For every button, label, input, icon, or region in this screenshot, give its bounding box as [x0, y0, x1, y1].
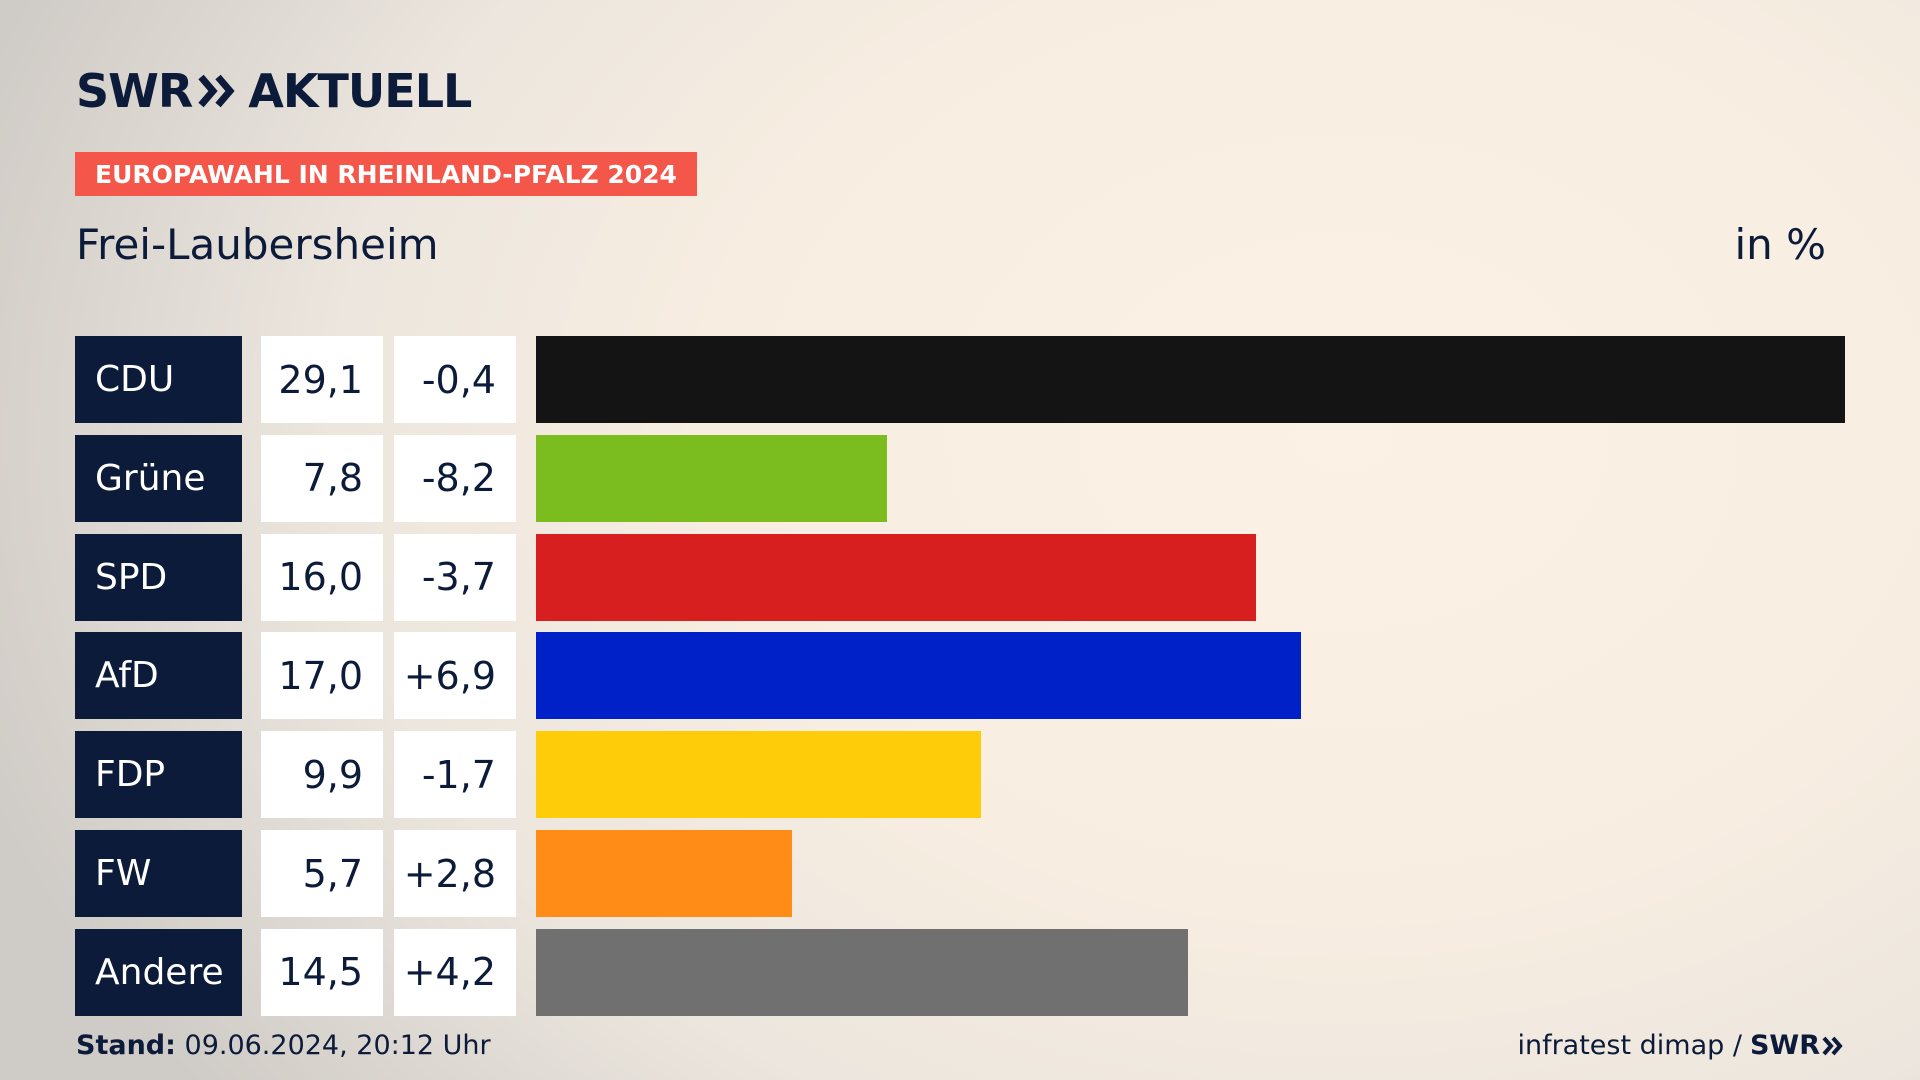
party-label: AfD	[75, 632, 242, 720]
source-swr-text: SWR	[1749, 1030, 1820, 1061]
stand-value: 09.06.2024, 20:12 Uhr	[184, 1030, 491, 1061]
party-label: FDP	[75, 731, 242, 819]
source-swr-logo: SWR	[1750, 1030, 1844, 1061]
value-label: 9,9	[261, 731, 383, 819]
change-label: -8,2	[394, 434, 516, 522]
source-text: infratest dimap /	[1517, 1030, 1742, 1061]
party-label: SPD	[75, 533, 242, 621]
place-title: Frei-Laubersheim	[76, 220, 439, 269]
change-label: +2,8	[394, 830, 516, 917]
stand-label: Stand:	[76, 1030, 176, 1061]
value-label: 17,0	[261, 632, 383, 720]
value-label: 16,0	[261, 533, 383, 621]
party-label: Andere	[75, 928, 242, 1016]
timestamp: Stand: 09.06.2024, 20:12 Uhr	[76, 1030, 491, 1061]
party-label: FW	[75, 830, 242, 917]
bar	[536, 533, 1256, 621]
double-chevron-icon	[1822, 1036, 1843, 1055]
bar	[536, 830, 793, 917]
source-credit: infratest dimap / SWR	[1517, 1030, 1844, 1061]
swr-aktuell-logo: SWR AKTUELL	[76, 64, 472, 118]
bar	[536, 434, 887, 522]
value-label: 29,1	[261, 336, 383, 423]
change-label: -0,4	[394, 336, 516, 423]
value-label: 5,7	[261, 830, 383, 917]
change-label: +4,2	[394, 928, 516, 1016]
logo-aktuell-text: AKTUELL	[248, 64, 472, 118]
unit-label: in %	[1734, 220, 1826, 269]
bar	[536, 731, 982, 819]
logo-swr-text: SWR	[76, 64, 193, 118]
value-label: 7,8	[261, 434, 383, 522]
change-label: -1,7	[394, 731, 516, 819]
election-badge: EUROPAWAHL IN RHEINLAND-PFALZ 2024	[75, 152, 697, 196]
change-label: +6,9	[394, 632, 516, 720]
bar	[536, 336, 1845, 423]
double-chevron-icon	[198, 74, 238, 108]
party-label: Grüne	[75, 434, 242, 522]
bar	[536, 928, 1189, 1016]
value-label: 14,5	[261, 928, 383, 1016]
party-label: CDU	[75, 336, 242, 423]
change-label: -3,7	[394, 533, 516, 621]
bar	[536, 632, 1301, 720]
